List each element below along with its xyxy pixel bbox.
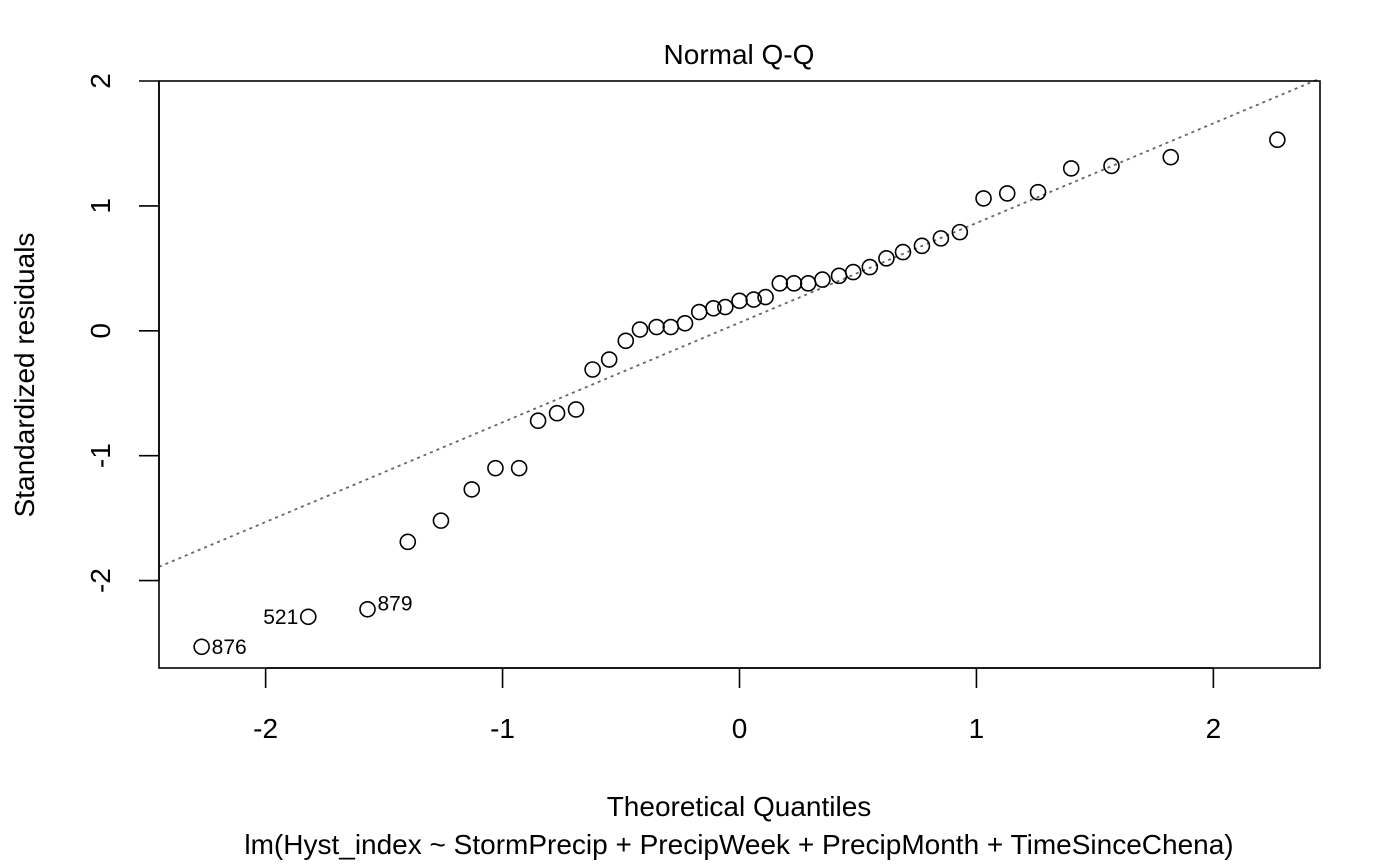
qq-reference-line [158,77,1321,568]
data-point [299,608,317,626]
x-tick-label: 1 [969,713,985,744]
y-tick-label: 0 [85,323,116,339]
data-point [716,298,734,316]
x-axis: -2 -1 0 1 2 [253,667,1222,744]
data-point [567,401,585,418]
data-point [1269,131,1286,148]
data-point [193,638,210,656]
data-point [399,533,417,551]
y-tick-label: -1 [85,443,116,468]
x-tick-label: -2 [253,713,278,744]
data-point [1162,148,1180,166]
x-tick-label: 2 [1206,713,1222,744]
data-point [584,361,601,378]
data-point [631,321,649,338]
point-label: 521 [263,606,298,629]
data-point [745,291,763,308]
data-point [1029,183,1047,201]
point-label: 876 [212,636,247,659]
chart-title: Normal Q-Q [664,39,815,70]
data-point [894,243,912,261]
data-point [771,275,789,292]
data-point [662,318,680,336]
point-labels-layer: 876 521 879 [212,592,413,658]
y-tick-label: -2 [85,568,116,593]
plot-frame [158,80,1321,669]
x-tick-label: 0 [732,713,748,744]
data-point [705,300,722,317]
data-point [975,190,992,207]
data-point [432,512,450,529]
data-point [1103,157,1120,175]
data-point [814,271,831,288]
data-point [676,314,694,332]
data-point [600,351,618,368]
data-point [878,250,895,267]
points-layer [193,131,1286,656]
data-point [861,258,879,276]
data-point [844,263,862,281]
data-point [757,288,774,306]
data-point [463,481,481,498]
data-point [510,459,528,477]
data-point [951,223,969,241]
data-point [617,332,635,350]
data-point [648,318,665,336]
y-tick-label: 1 [85,198,116,214]
data-point [1062,160,1080,177]
data-point [799,275,817,292]
reference-line-layer [158,77,1321,568]
point-label: 879 [378,592,413,615]
data-point [487,459,504,477]
data-point [731,292,748,310]
y-axis-label: Standardized residuals [9,233,40,518]
y-tick-label: 2 [85,73,116,89]
data-point [548,404,566,422]
x-axis-label: Theoretical Quantiles [607,791,872,822]
y-axis: -2 -1 0 1 2 [85,73,160,593]
data-point [529,412,547,430]
model-formula-subtitle: lm(Hyst_index ~ StormPrecip + PrecipWeek… [244,829,1233,860]
data-point [998,185,1016,202]
data-point [785,275,803,292]
data-point [913,237,931,255]
data-point [359,600,376,618]
data-point [690,303,708,321]
x-tick-label: -1 [490,713,515,744]
data-point [932,230,950,247]
